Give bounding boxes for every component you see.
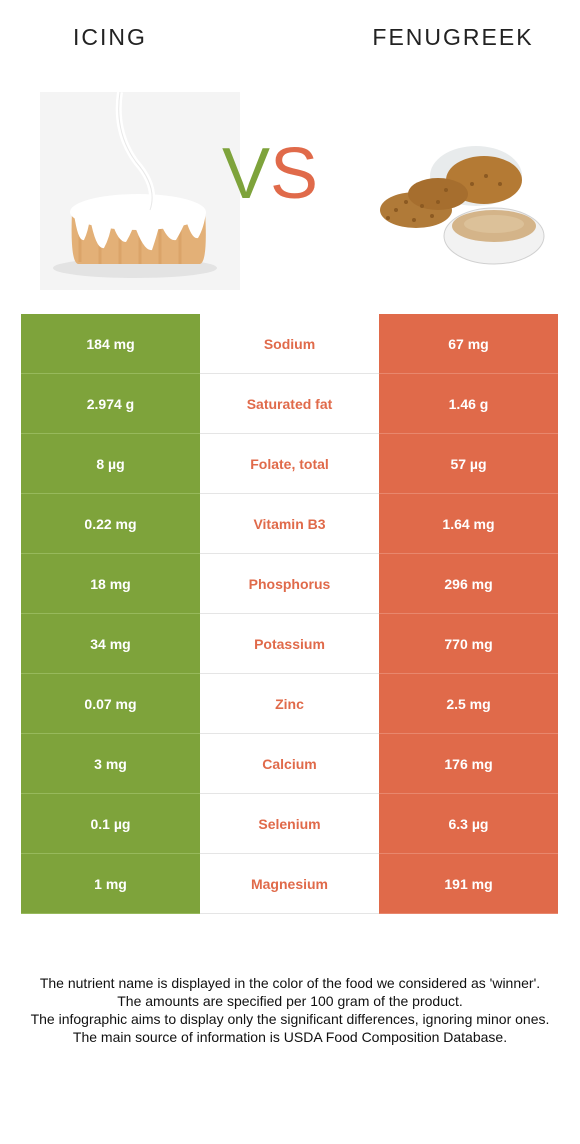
icing-value-text: 0.22 mg bbox=[84, 515, 137, 532]
fenugreek-value-text: 67 mg bbox=[448, 335, 489, 352]
icing-value-text: 0.1 µg bbox=[90, 815, 131, 832]
table-row: 184 mg Sodium 67 mg bbox=[21, 314, 558, 374]
versus-s: S bbox=[270, 134, 319, 214]
icing-value: 0.1 µg bbox=[21, 794, 200, 854]
fenugreek-value: 1.46 g bbox=[379, 374, 558, 434]
icing-value-text: 18 mg bbox=[90, 575, 131, 592]
fenugreek-value-text: 296 mg bbox=[444, 575, 493, 592]
icing-value: 3 mg bbox=[21, 734, 200, 794]
icing-value: 1 mg bbox=[21, 854, 200, 914]
icing-value: 0.22 mg bbox=[21, 494, 200, 554]
fenugreek-value: 6.3 µg bbox=[379, 794, 558, 854]
table-row: 0.07 mg Zinc 2.5 mg bbox=[21, 674, 558, 734]
icing-cake-image bbox=[40, 91, 240, 290]
fenugreek-value: 176 mg bbox=[379, 734, 558, 794]
versus-label: VS bbox=[222, 138, 318, 210]
icing-value: 184 mg bbox=[21, 314, 200, 374]
table-row: 8 µg Folate, total 57 µg bbox=[21, 434, 558, 494]
icing-value-text: 8 µg bbox=[96, 455, 125, 472]
fenugreek-value: 67 mg bbox=[379, 314, 558, 374]
fenugreek-value-text: 6.3 µg bbox=[448, 815, 489, 832]
fenugreek-value-text: 191 mg bbox=[444, 875, 493, 892]
food-title-right: FENUGREEK bbox=[372, 24, 534, 50]
icing-value: 18 mg bbox=[21, 554, 200, 614]
fenugreek-value: 2.5 mg bbox=[379, 674, 558, 734]
table-row: 0.1 µg Selenium 6.3 µg bbox=[21, 794, 558, 854]
icing-value-text: 34 mg bbox=[90, 635, 131, 652]
fenugreek-value-text: 57 µg bbox=[450, 455, 487, 472]
table-row: 34 mg Potassium 770 mg bbox=[21, 614, 558, 674]
icing-value: 2.974 g bbox=[21, 374, 200, 434]
icing-value: 34 mg bbox=[21, 614, 200, 674]
icing-value-text: 0.07 mg bbox=[84, 695, 137, 712]
fenugreek-value: 296 mg bbox=[379, 554, 558, 614]
nutrient-name: Vitamin B3 bbox=[200, 494, 379, 554]
footer-line-amounts: The amounts are specified per 100 gram o… bbox=[117, 993, 463, 1009]
icing-value-text: 2.974 g bbox=[86, 395, 135, 412]
icing-value: 0.07 mg bbox=[21, 674, 200, 734]
table-row: 0.22 mg Vitamin B3 1.64 mg bbox=[21, 494, 558, 554]
nutrient-name: Magnesium bbox=[200, 854, 379, 914]
fenugreek-value-text: 1.64 mg bbox=[442, 515, 495, 532]
icing-value-text: 1 mg bbox=[94, 875, 127, 892]
nutrient-name: Zinc bbox=[200, 674, 379, 734]
food-title-left: ICING bbox=[73, 24, 147, 50]
table-row: 1 mg Magnesium 191 mg bbox=[21, 854, 558, 914]
fenugreek-value-text: 770 mg bbox=[444, 635, 493, 652]
fenugreek-value-text: 176 mg bbox=[444, 755, 493, 772]
footer-notes: The nutrient name is displayed in the co… bbox=[10, 974, 570, 1046]
fenugreek-value: 1.64 mg bbox=[379, 494, 558, 554]
footer-line-winner: The nutrient name is displayed in the co… bbox=[39, 975, 541, 991]
comparison-table: 184 mg Sodium 67 mg 2.974 g Saturated fat 1.4… bbox=[21, 314, 558, 914]
fenugreek-value: 191 mg bbox=[379, 854, 558, 914]
fenugreek-value: 57 µg bbox=[379, 434, 558, 494]
nutrient-name: Phosphorus bbox=[200, 554, 379, 614]
icing-value-text: 184 mg bbox=[86, 335, 135, 352]
nutrient-name: Selenium bbox=[200, 794, 379, 854]
nutrient-name: Potassium bbox=[200, 614, 379, 674]
table-row: 3 mg Calcium 176 mg bbox=[21, 734, 558, 794]
footer-line-source: The main source of information is USDA F… bbox=[72, 1029, 508, 1045]
versus-v: V bbox=[222, 134, 271, 214]
fenugreek-value-text: 1.46 g bbox=[448, 395, 489, 412]
icing-value: 8 µg bbox=[21, 434, 200, 494]
nutrient-name: Sodium bbox=[200, 314, 379, 374]
fenugreek-value-text: 2.5 mg bbox=[446, 695, 491, 712]
footer-line-aims: The infographic aims to display only the… bbox=[30, 1011, 550, 1027]
nutrient-name: Calcium bbox=[200, 734, 379, 794]
fenugreek-seeds-image bbox=[376, 140, 546, 270]
nutrient-name: Saturated fat bbox=[200, 374, 379, 434]
nutrient-name: Folate, total bbox=[200, 434, 379, 494]
table-row: 18 mg Phosphorus 296 mg bbox=[21, 554, 558, 614]
fenugreek-value: 770 mg bbox=[379, 614, 558, 674]
icing-value-text: 3 mg bbox=[94, 755, 127, 772]
table-row: 2.974 g Saturated fat 1.46 g bbox=[21, 374, 558, 434]
